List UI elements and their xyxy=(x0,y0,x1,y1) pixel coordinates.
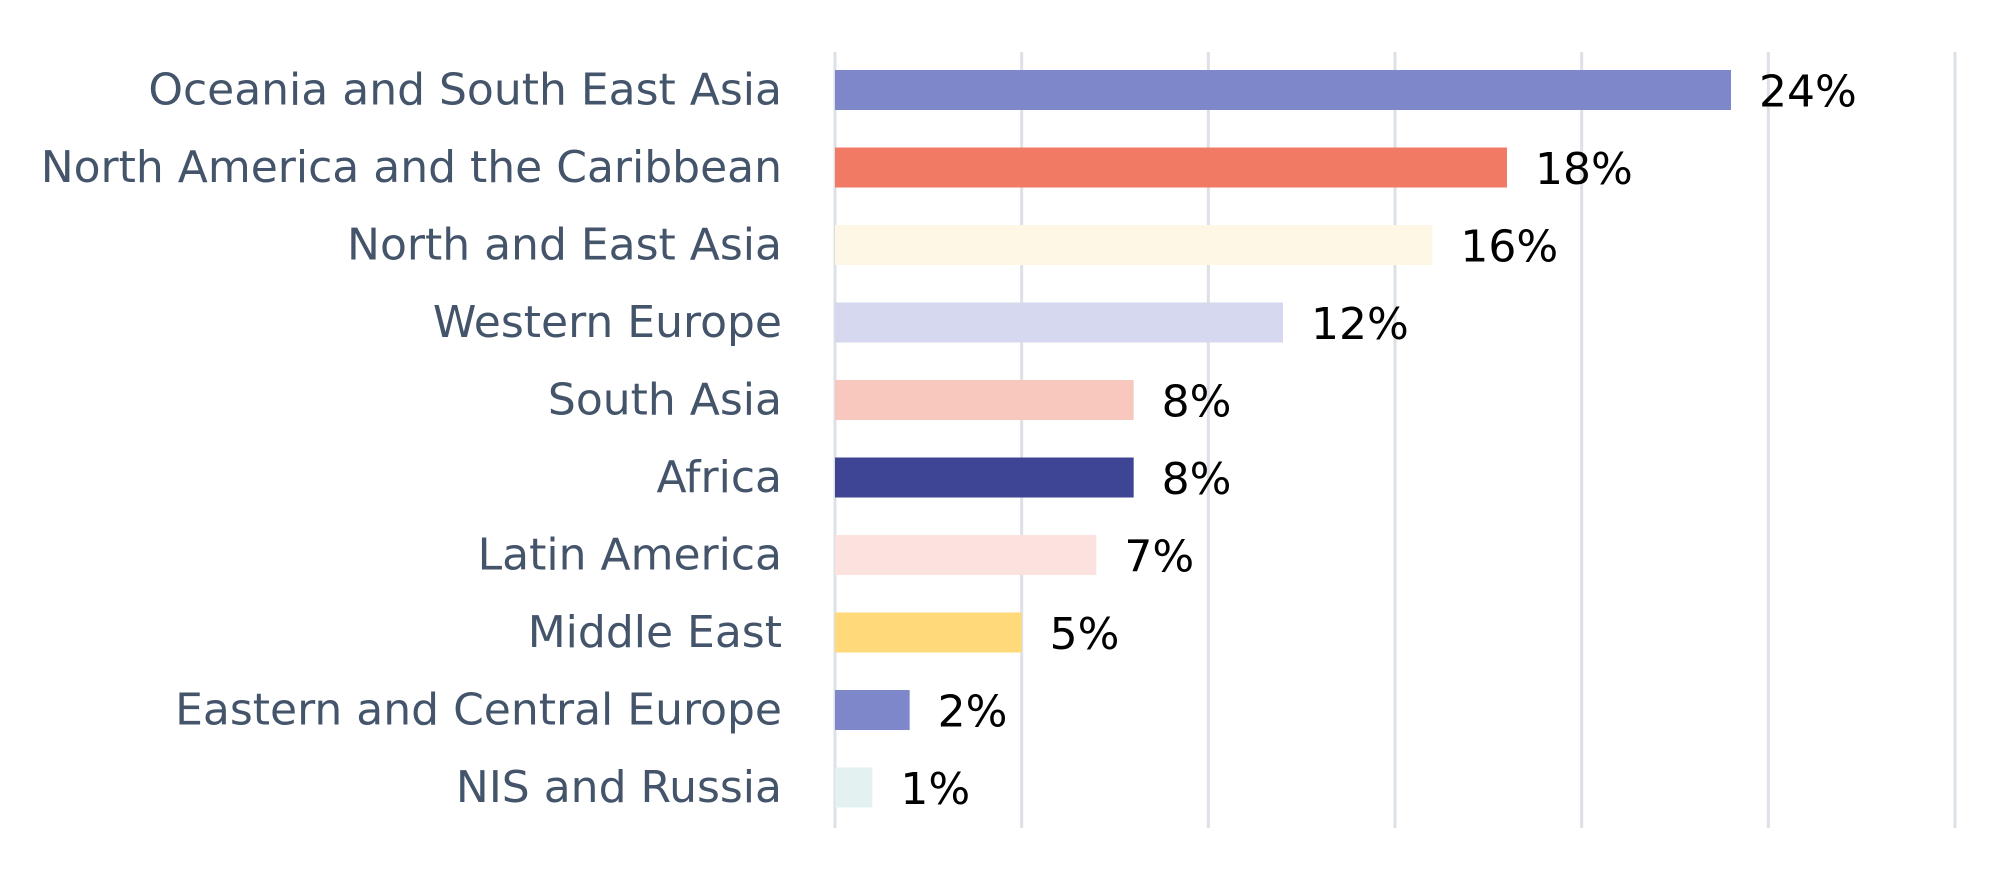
bar-7 xyxy=(835,612,1022,653)
value-labels: 24% 18% 16% 12% 8% 8% 7%5% 2% 1% xyxy=(900,67,1856,816)
value-label-6: 7% xyxy=(1124,532,1194,583)
category-label-7: Middle East xyxy=(528,607,782,658)
value-label-1: 18% xyxy=(1535,144,1633,195)
category-label-1: North America and the Caribbean xyxy=(41,142,782,193)
value-label-2: 16% xyxy=(1460,222,1558,273)
category-label-8: Eastern and Central Europe xyxy=(175,685,782,736)
bar-9 xyxy=(835,767,873,808)
bar-5 xyxy=(835,457,1134,498)
bar-0 xyxy=(835,70,1731,110)
bar-6 xyxy=(835,535,1097,575)
bar-8 xyxy=(835,690,910,730)
value-label-0: 24% xyxy=(1759,67,1857,118)
value-label-5: 8% xyxy=(1162,454,1232,505)
value-label-4: 8% xyxy=(1162,377,1232,428)
category-label-3: Western Europe xyxy=(433,297,782,348)
bar-1 xyxy=(835,147,1507,188)
value-label-8: 2% xyxy=(938,687,1008,738)
bar-4 xyxy=(835,380,1134,420)
category-label-6: Latin America xyxy=(478,530,782,581)
category-label-0: Oceania and South East Asia xyxy=(148,65,782,116)
value-label-7: 5% xyxy=(1050,609,1120,660)
bars xyxy=(835,70,1731,808)
category-label-5: Africa xyxy=(657,452,783,503)
value-label-9: 1% xyxy=(900,764,970,815)
value-label-3: 12% xyxy=(1311,299,1409,350)
category-labels: Oceania and South East Asia North America… xyxy=(41,65,782,814)
category-label-9: NIS and Russia xyxy=(456,762,782,813)
category-label-2: North and East Asia xyxy=(347,220,782,271)
bar-2 xyxy=(835,225,1433,265)
category-label-4: South Asia xyxy=(548,375,782,426)
bar-3 xyxy=(835,302,1283,343)
